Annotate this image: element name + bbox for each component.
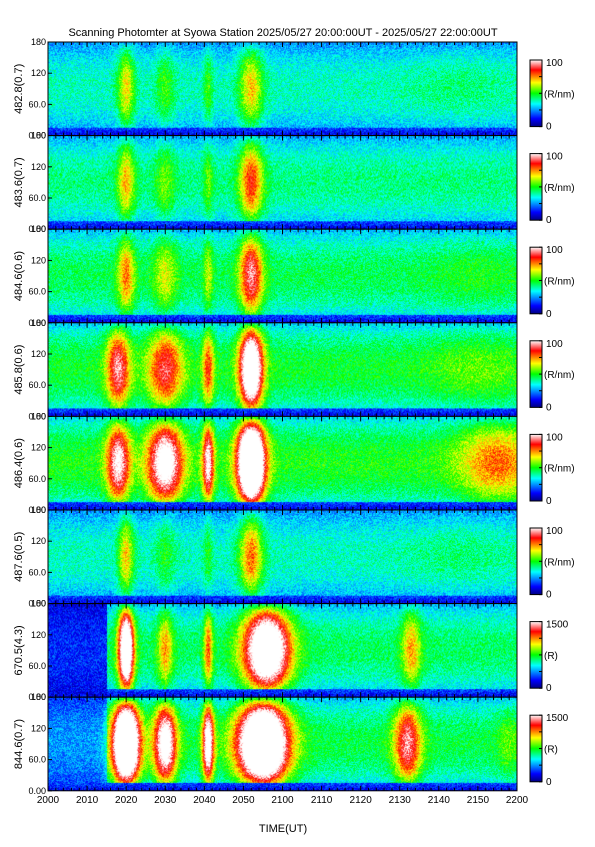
y-tick-label: 0.00 (28, 505, 46, 515)
y-tick-label: 120 (31, 723, 46, 733)
colorbar-unit: (R/nm) (544, 557, 575, 568)
y-tick-label: 60.0 (28, 380, 46, 390)
colorbar-max: 100 (546, 526, 563, 537)
y-tick-label: 120 (31, 162, 46, 172)
y-tick-label: 60.0 (28, 567, 46, 577)
y-tick-label: 0.00 (28, 786, 46, 796)
panel-label-3: 484.6(0.6) (13, 251, 25, 301)
colorbar-min: 0 (546, 402, 552, 413)
x-tick-label: 2020 (115, 795, 138, 806)
colorbar-unit: (R/nm) (544, 464, 575, 475)
y-tick-label: 60.0 (28, 193, 46, 203)
x-tick-label: 2040 (193, 795, 216, 806)
panel-8: 0.00 60.0 120 180 844.6(0.7) 1500 (R) 0 (13, 692, 569, 796)
y-tick-label: 60.0 (28, 661, 46, 671)
heatmap-8 (48, 697, 517, 791)
colorbar-max: 1500 (546, 620, 569, 631)
x-tick-label: 2120 (350, 795, 373, 806)
y-tick-label: 180 (31, 131, 46, 141)
y-tick-label: 60.0 (28, 99, 46, 109)
colorbar-max: 100 (546, 58, 563, 69)
heatmap-1 (48, 42, 517, 136)
y-tick-label: 180 (31, 411, 46, 421)
x-axis: 2000 2010 2020 2030 2040 2050 2100 2110 2120 2130… (37, 795, 529, 806)
y-tick-label: 60.0 (28, 287, 46, 297)
y-tick-label: 120 (31, 536, 46, 546)
y-tick-label: 120 (31, 349, 46, 359)
y-tick-label: 180 (31, 224, 46, 234)
colorbar-max: 100 (546, 339, 563, 350)
heatmap-2 (48, 135, 517, 230)
colorbar-min: 0 (546, 215, 552, 226)
x-tick-label: 2140 (428, 795, 451, 806)
y-tick-label: 0.00 (28, 692, 46, 702)
heatmap-5 (48, 416, 517, 510)
heatmap-6 (48, 510, 517, 604)
x-tick-label: 2110 (311, 795, 333, 806)
y-tick-label: 180 (31, 318, 46, 328)
heatmap-3 (48, 229, 517, 323)
panel-label-1: 482.8(0.7) (13, 64, 25, 114)
colorbar-unit: (R) (544, 651, 558, 662)
y-tick-label: 0.00 (28, 318, 46, 328)
heatmap-4 (48, 322, 517, 417)
panel-label-7: 670.5(4.3) (13, 625, 25, 675)
colorbar-unit: (R/nm) (544, 277, 575, 288)
panel-label-5: 486.4(0.6) (13, 438, 25, 488)
y-tick-label: 120 (31, 255, 46, 265)
colorbar-min: 0 (546, 683, 552, 694)
chart-title: Scanning Photomter at Syowa Station 2025… (68, 27, 497, 39)
panel-2: 0.00 60.0 120 180 483.6(0.7) 100 (R/nm) 0 (13, 131, 575, 235)
colorbar-unit: (R/nm) (544, 370, 575, 381)
panel-label-8: 844.6(0.7) (13, 719, 25, 769)
x-axis-label: TIME(UT) (259, 823, 307, 835)
y-tick-label: 60.0 (28, 755, 46, 765)
panel-label-2: 483.6(0.7) (13, 157, 25, 207)
colorbar-unit: (R) (544, 745, 558, 756)
x-tick-label: 2050 (232, 795, 255, 806)
y-tick-label: 180 (31, 505, 46, 515)
y-tick-label: 120 (31, 68, 46, 78)
y-tick-label: 0.00 (28, 131, 46, 141)
panel-6: 0.00 60.0 120 180 487.6(0.5) 100 (R/nm) 0 (13, 505, 575, 609)
x-tick-label: 2150 (467, 795, 490, 806)
heatmap-7 (48, 603, 517, 698)
panel-7: 0.00 60.0 120 180 670.5(4.3) 1500 (R) 0 (13, 599, 569, 703)
panel-5: 0.00 60.0 120 180 486.4(0.6) 100 (R/nm) 0 (13, 411, 575, 515)
panel-label-6: 487.6(0.5) (13, 532, 25, 582)
colorbar-min: 0 (546, 777, 552, 788)
y-tick-label: 120 (31, 443, 46, 453)
panel-4: 0.00 60.0 120 180 485.8(0.6) 100 (R/nm) 0 (13, 318, 575, 422)
x-tick-label: 2030 (154, 795, 177, 806)
y-tick-label: 0.00 (28, 599, 46, 609)
colorbar-min: 0 (546, 122, 552, 133)
colorbar-min: 0 (546, 590, 552, 601)
x-tick-label: 2010 (76, 795, 99, 806)
panel-1: 0.00 60.0 120 180 482.8(0.7) 100 (R/nm) 0 (13, 37, 575, 141)
colorbar-max: 100 (546, 245, 563, 256)
colorbar-max: 1500 (546, 713, 569, 724)
y-tick-label: 180 (31, 692, 46, 702)
y-tick-label: 180 (31, 599, 46, 609)
x-tick-label: 2100 (271, 795, 294, 806)
y-tick-label: 60.0 (28, 474, 46, 484)
colorbar-max: 100 (546, 152, 563, 163)
colorbar-max: 100 (546, 432, 563, 443)
y-tick-label: 0.00 (28, 411, 46, 421)
x-tick-label: 2000 (37, 795, 60, 806)
y-tick-label: 180 (31, 37, 46, 47)
colorbar-min: 0 (546, 496, 552, 507)
colorbar-unit: (R/nm) (544, 183, 575, 194)
x-tick-label: 2200 (506, 795, 529, 806)
panels-layer: 0.00 60.0 120 180 482.8(0.7) 100 (R/nm) 0 0.00 60… (13, 37, 575, 796)
x-tick-label: 2130 (389, 795, 412, 806)
colorbar-min: 0 (546, 309, 552, 320)
colorbar-unit: (R/nm) (544, 89, 575, 100)
y-tick-label: 0.00 (28, 224, 46, 234)
panel-3: 0.00 60.0 120 180 484.6(0.6) 100 (R/nm) 0 (13, 224, 575, 328)
y-tick-label: 120 (31, 630, 46, 640)
panel-label-4: 485.8(0.6) (13, 345, 25, 395)
